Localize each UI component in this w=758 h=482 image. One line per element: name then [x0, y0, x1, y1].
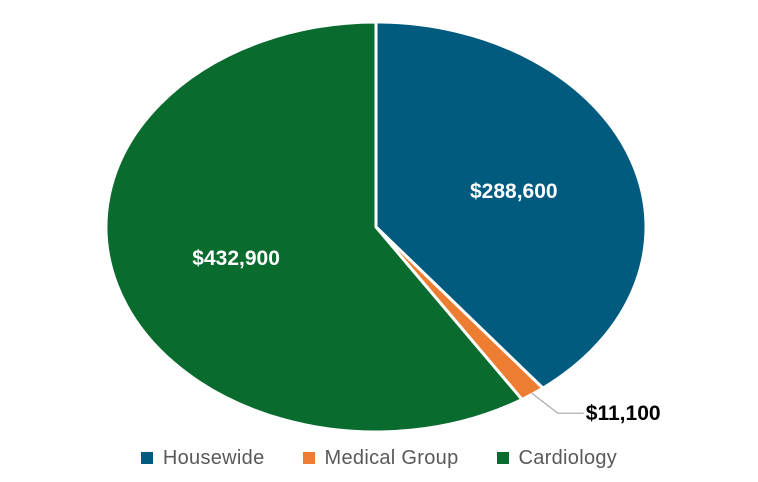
data-label-cardiology: $432,900: [192, 247, 280, 270]
pie-slices: [104, 20, 648, 434]
data-label-housewide: $288,600: [470, 180, 558, 203]
legend-swatch-housewide: [140, 452, 153, 464]
legend: Housewide Medical Group Cardiology: [0, 444, 758, 472]
legend-label-cardiology: Cardiology: [518, 446, 618, 469]
pie-chart: $288,600 $11,100 $432,900: [104, 20, 661, 434]
legend-swatch-medical-group: [302, 452, 315, 464]
legend-item-housewide[interactable]: Housewide: [140, 446, 265, 470]
data-label-medical-group: $11,100: [586, 402, 661, 425]
pie-slice-cardiology[interactable]: [104, 20, 524, 434]
legend-item-cardiology[interactable]: Cardiology: [496, 446, 618, 470]
pie-slice-housewide[interactable]: [374, 20, 648, 390]
legend-label-medical-group: Medical Group: [324, 446, 459, 469]
legend-swatch-cardiology: [496, 452, 509, 464]
pie-data-labels: $288,600 $11,100 $432,900: [192, 180, 660, 425]
legend-label-housewide: Housewide: [162, 446, 265, 469]
leader-line-medical-group: [531, 392, 584, 414]
legend-item-medical-group[interactable]: Medical Group: [302, 446, 459, 470]
